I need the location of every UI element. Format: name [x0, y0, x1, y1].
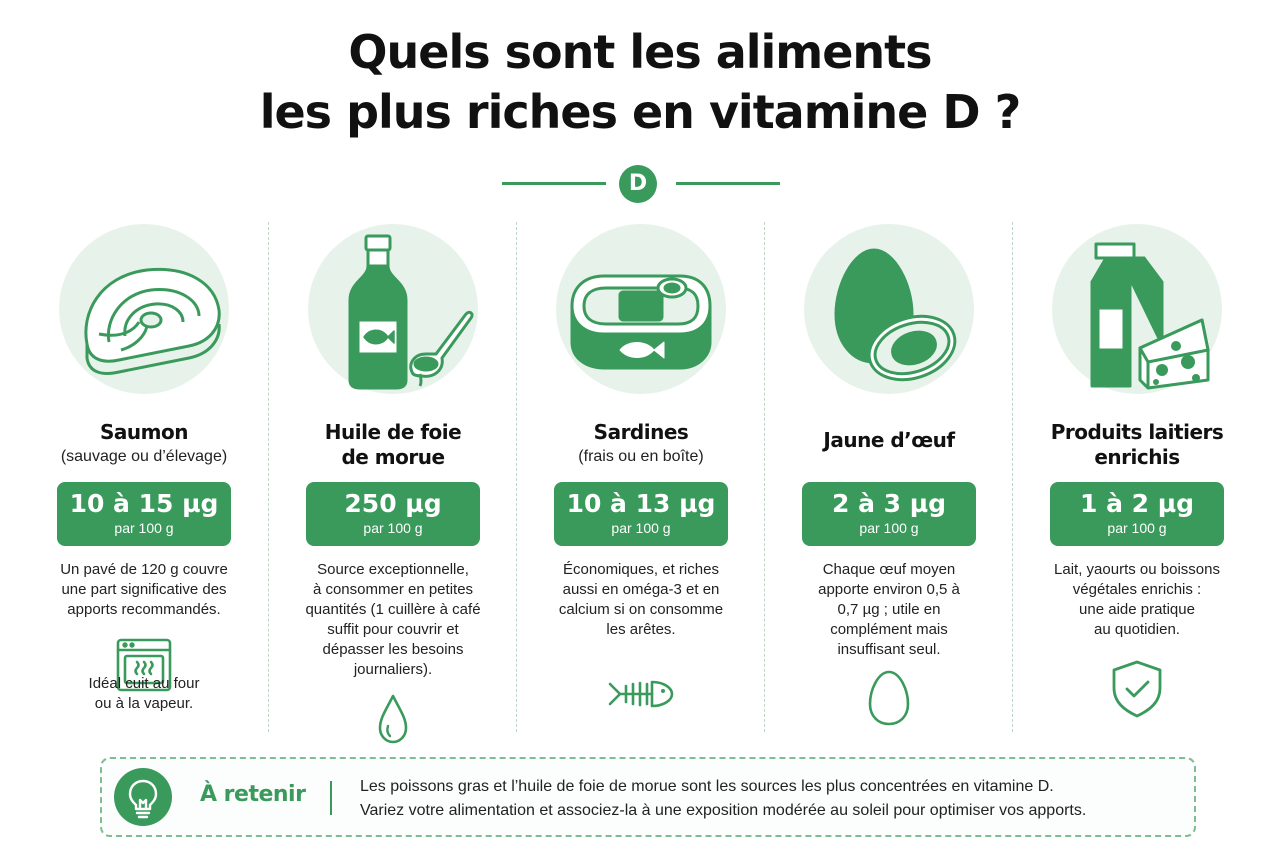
- amount-badge-produits-laitiers: 1 à 2 µg par 100 g: [1050, 482, 1224, 546]
- title-line-1: Quels sont les aliments: [348, 25, 932, 79]
- food-description-jaune-oeuf: Chaque œuf moyen apporte environ 0,5 à 0…: [818, 561, 960, 658]
- milk-carton-cheese-icon: [1052, 224, 1222, 394]
- egg-icon: [804, 224, 974, 394]
- amount-value: 250 µg: [344, 489, 442, 518]
- food-description-saumon: Un pavé de 120 g couvre une part signifi…: [60, 561, 228, 618]
- lightbulb-icon: [114, 768, 172, 826]
- amount-unit: par 100 g: [363, 520, 423, 536]
- oven-icon: [109, 636, 179, 696]
- food-card-sardines: Sardines (frais ou en boîte) 10 à 13 µg …: [516, 222, 764, 732]
- amount-unit: par 100 g: [611, 520, 671, 536]
- amount-badge-sardines: 10 à 13 µg par 100 g: [554, 482, 728, 546]
- food-columns: Saumon (sauvage ou d’élevage) 10 à 15 µg…: [20, 222, 1260, 744]
- food-subtitle-saumon: (sauvage ou d’élevage): [60, 448, 228, 465]
- amount-unit: par 100 g: [114, 520, 174, 536]
- fish-bone-icon: [606, 664, 676, 724]
- amount-badge-saumon: 10 à 15 µg par 100 g: [57, 482, 231, 546]
- key-takeaway-box: À retenir Les poissons gras et l’huile d…: [100, 757, 1196, 837]
- food-card-huile-foie-morue: Huile de foie de morue 250 µg par 100 g …: [268, 222, 516, 744]
- food-name-sardines: Sardines: [593, 420, 689, 444]
- sardine-can-icon: [556, 224, 726, 394]
- key-takeaway-line-1: Les poissons gras et l’huile de foie de …: [360, 778, 1054, 795]
- food-description-produits-laitiers: Lait, yaourts ou boissons végétales enri…: [1054, 561, 1220, 638]
- amount-badge-huile-foie-morue: 250 µg par 100 g: [306, 482, 480, 546]
- shield-check-icon: [1102, 658, 1172, 718]
- amount-unit: par 100 g: [859, 520, 919, 536]
- oil-drop-icon: [358, 688, 428, 748]
- food-description-sardines: Économiques, et riches aussi en oméga-3 …: [558, 561, 724, 638]
- vitamin-d-badge: D: [619, 165, 657, 203]
- title-line-2: les plus riches en vitamine D ?: [259, 85, 1022, 139]
- amount-value: 1 à 2 µg: [1079, 489, 1195, 518]
- food-note-saumon: Idéal cuit au four ou à la vapeur.: [88, 675, 200, 712]
- title-divider: D: [0, 163, 1280, 203]
- cod-liver-oil-bottle-icon: [308, 224, 478, 394]
- amount-value: 2 à 3 µg: [831, 489, 947, 518]
- food-card-produits-laitiers: Produits laitiers enrichis 1 à 2 µg par …: [1012, 222, 1260, 732]
- food-description-huile-foie-morue: Source exceptionnelle, à consommer en pe…: [305, 561, 481, 678]
- food-subtitle-sardines: (frais ou en boîte): [578, 448, 704, 465]
- amount-badge-jaune-oeuf: 2 à 3 µg par 100 g: [802, 482, 976, 546]
- food-name-produits-laitiers: Produits laitiers enrichis: [1050, 420, 1224, 469]
- key-takeaway-separator: [330, 781, 332, 815]
- food-card-jaune-oeuf: Jaune d’œuf 2 à 3 µg par 100 g Chaque œu…: [764, 222, 1012, 732]
- egg-outline-icon: [854, 668, 924, 728]
- salmon-steak-icon: [59, 224, 229, 394]
- key-takeaway-label: À retenir: [200, 782, 306, 807]
- food-name-huile-foie-morue: Huile de foie de morue: [324, 420, 462, 469]
- page-title: Quels sont les aliments les plus riches …: [0, 22, 1280, 142]
- food-card-saumon: Saumon (sauvage ou d’élevage) 10 à 15 µg…: [20, 222, 268, 732]
- key-takeaway-text: Les poissons gras et l’huile de foie de …: [360, 775, 1180, 823]
- divider-left-line: [502, 182, 606, 185]
- food-name-jaune-oeuf: Jaune d’œuf: [823, 428, 955, 452]
- divider-right-line: [676, 182, 780, 185]
- amount-value: 10 à 13 µg: [566, 489, 716, 518]
- amount-unit: par 100 g: [1107, 520, 1167, 536]
- key-takeaway-line-2: Variez votre alimentation et associez-la…: [360, 802, 1087, 819]
- amount-value: 10 à 15 µg: [69, 489, 219, 518]
- food-name-saumon: Saumon: [100, 420, 188, 444]
